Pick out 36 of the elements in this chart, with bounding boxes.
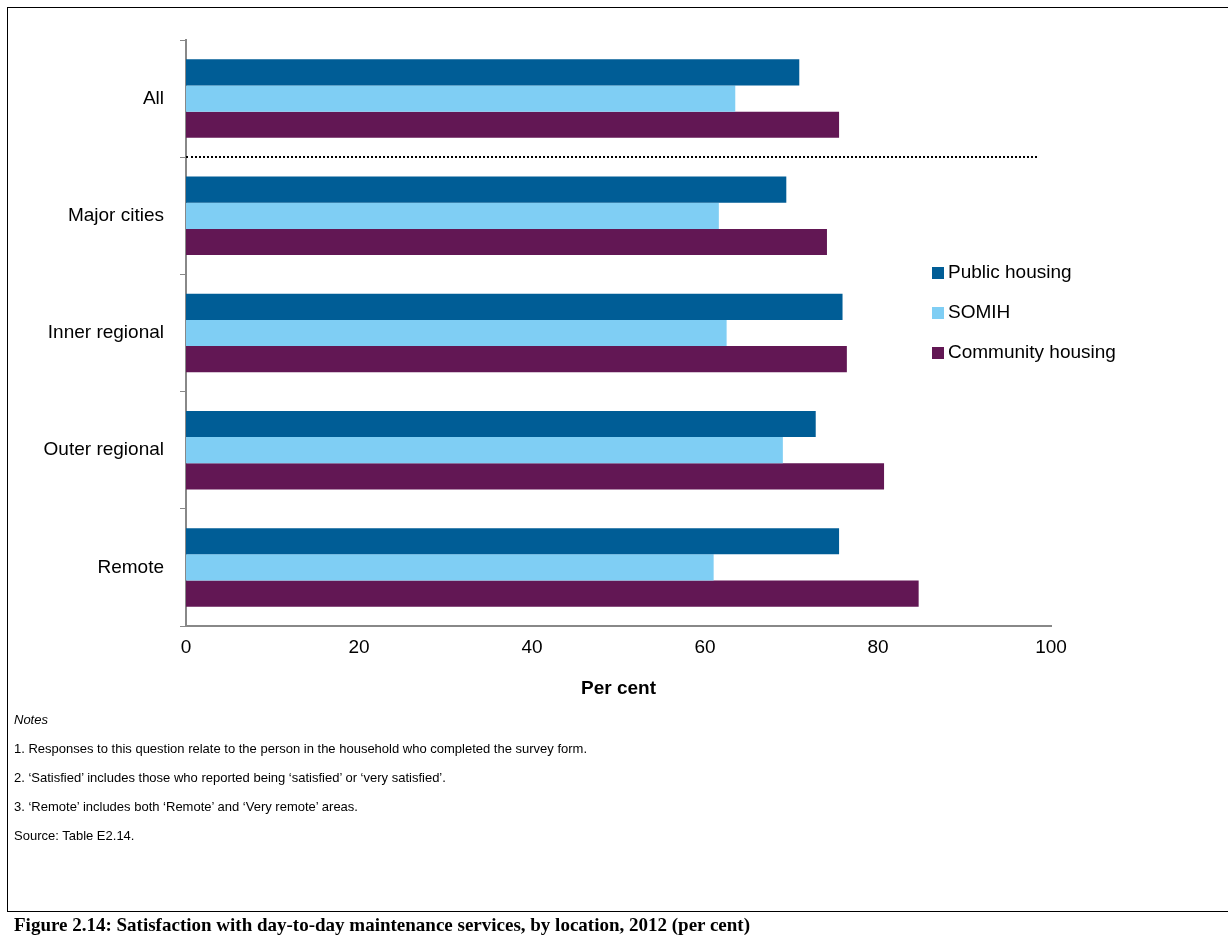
y-tick-label: Outer regional [43, 438, 164, 460]
legend-label: Public housing [948, 261, 1072, 283]
text: 3. ‘Remote’ includes both ‘Remote’ and ‘Very remote’ areas. [14, 799, 359, 814]
y-tick-label: Inner regional [47, 321, 164, 343]
bar [186, 554, 714, 581]
x-tick-label: 20 [348, 635, 370, 657]
bar [186, 319, 727, 347]
bar [186, 228, 827, 256]
source-note: Source: Table E2.14. [14, 828, 136, 843]
y-tick-label: Major cities [67, 204, 164, 226]
bar [186, 111, 840, 138]
bar [186, 528, 840, 555]
y-tick-label: All [142, 86, 164, 108]
legend-label: SOMIH [948, 301, 1011, 323]
bar [186, 580, 919, 607]
x-axis-title: Per cent [581, 676, 657, 698]
y-tick-label: Remote [97, 555, 164, 577]
x-tick-label: 0 [180, 635, 192, 657]
text: 1. Responses to this question relate to the person in the household who completed the survey form. [14, 741, 588, 756]
x-tick-label: 60 [694, 635, 716, 657]
text: Notes [14, 712, 49, 727]
bar [186, 176, 787, 203]
bar [186, 202, 719, 229]
legend-label: Community housing [948, 341, 1116, 363]
bar [186, 59, 800, 86]
text: 2. ‘Satisfied’ includes those who reported being ‘satisfied’ or ‘very satisfied’. [14, 770, 447, 785]
bar [186, 293, 843, 320]
bar [186, 437, 783, 464]
bar [186, 346, 847, 373]
bar [186, 85, 736, 112]
bar [186, 410, 816, 438]
x-tick-label: 100 [1035, 635, 1067, 657]
text: Figure 2.14: Satisfaction with day-to-day maintenance services, by location, 2012 (per cent) [14, 914, 750, 936]
x-tick-label: 80 [867, 635, 889, 657]
bar [186, 463, 885, 490]
x-tick-label: 40 [521, 635, 543, 657]
